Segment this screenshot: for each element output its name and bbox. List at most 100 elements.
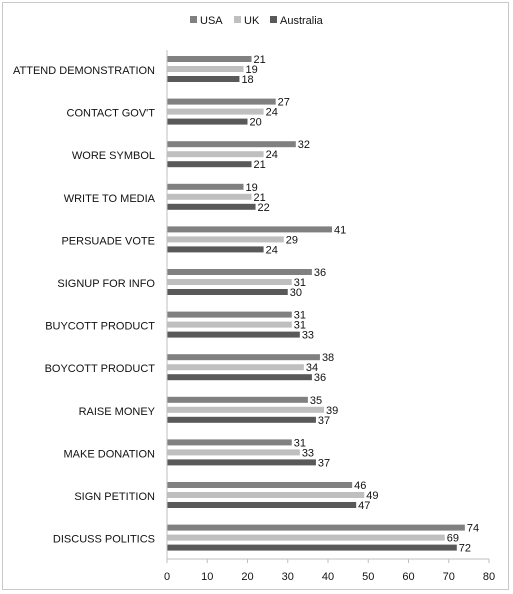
bar-usa-persuade-vote bbox=[167, 226, 333, 233]
value-label-usa-discuss-politics: 74 bbox=[467, 523, 479, 535]
value-label-australia-signup-for-info: 30 bbox=[290, 287, 302, 299]
bar-australia-boycott-product bbox=[167, 374, 312, 381]
value-label-australia-contact-gov-t: 20 bbox=[250, 117, 262, 129]
bar-australia-discuss-politics bbox=[167, 544, 457, 551]
category-label-sign-petition: SIGN PETITION bbox=[74, 491, 155, 503]
category-label-discuss-politics: DISCUSS POLITICS bbox=[53, 534, 155, 546]
value-label-uk-sign-petition: 49 bbox=[366, 490, 378, 502]
category-label-attend-demonstration: ATTEND DEMONSTRATION bbox=[13, 65, 155, 77]
value-label-uk-wore-symbol: 24 bbox=[266, 149, 278, 161]
category-label-persuade-vote: PERSUADE VOTE bbox=[61, 235, 155, 247]
x-tick-label-40: 40 bbox=[322, 571, 334, 583]
category-label-write-to-media: WRITE TO MEDIA bbox=[64, 193, 156, 205]
category-labels: ATTEND DEMONSTRATION CONTACT GOV'T WORE SY… bbox=[13, 65, 156, 546]
bar-usa-sign-petition bbox=[167, 482, 353, 488]
bar-usa-discuss-politics bbox=[167, 524, 465, 531]
bar-australia-make-donation bbox=[167, 459, 316, 466]
value-label-australia-write-to-media: 22 bbox=[258, 202, 270, 214]
bar-uk-sign-petition bbox=[167, 492, 365, 498]
x-tick-label-20: 20 bbox=[241, 571, 253, 583]
category-label-wore-symbol: WORE SYMBOL bbox=[72, 150, 155, 162]
value-label-usa-write-to-media: 19 bbox=[245, 182, 257, 194]
bar-australia-write-to-media bbox=[167, 203, 256, 210]
value-label-usa-attend-demonstration: 21 bbox=[254, 54, 266, 66]
value-label-australia-attend-demonstration: 18 bbox=[241, 74, 253, 86]
category-label-boycott-product: BOYCOTT PRODUCT bbox=[45, 363, 156, 375]
value-label-australia-discuss-politics: 72 bbox=[459, 543, 471, 555]
value-label-usa-persuade-vote: 41 bbox=[334, 224, 346, 236]
bar-australia-buycott-product bbox=[167, 331, 300, 338]
x-tick-label-10: 10 bbox=[201, 571, 213, 583]
value-label-australia-make-donation: 37 bbox=[318, 457, 330, 469]
bar-uk-contact-gov-t bbox=[167, 108, 264, 115]
x-tick-label-30: 30 bbox=[282, 571, 294, 583]
value-label-uk-buycott-product: 31 bbox=[294, 320, 306, 332]
bar-usa-write-to-media bbox=[167, 183, 244, 190]
bars-group: 2119182724203224211921224129243631303131… bbox=[167, 54, 479, 555]
value-label-usa-signup-for-info: 36 bbox=[314, 267, 326, 279]
category-label-contact-gov-t: CONTACT GOV'T bbox=[67, 108, 156, 120]
value-label-usa-make-donation: 31 bbox=[294, 437, 306, 449]
value-label-usa-raise-money: 35 bbox=[310, 395, 322, 407]
legend-label-australia: Australia bbox=[280, 15, 324, 27]
bar-uk-make-donation bbox=[167, 449, 300, 456]
value-label-uk-raise-money: 39 bbox=[326, 405, 338, 417]
legend-label-usa: USA bbox=[200, 15, 223, 27]
x-tick-label-70: 70 bbox=[443, 571, 455, 583]
value-label-uk-discuss-politics: 69 bbox=[447, 533, 459, 545]
legend: USA UK Australia bbox=[190, 15, 324, 27]
category-label-buycott-product: BUYCOTT PRODUCT bbox=[45, 321, 155, 333]
value-label-uk-contact-gov-t: 24 bbox=[266, 107, 278, 119]
legend-swatch-australia bbox=[270, 16, 277, 23]
value-label-australia-raise-money: 37 bbox=[318, 415, 330, 427]
bar-australia-sign-petition bbox=[167, 502, 357, 508]
value-label-uk-write-to-media: 21 bbox=[254, 192, 266, 204]
bar-uk-buycott-product bbox=[167, 321, 292, 328]
bar-uk-persuade-vote bbox=[167, 236, 284, 243]
bar-usa-buycott-product bbox=[167, 311, 292, 318]
value-label-uk-persuade-vote: 29 bbox=[286, 234, 298, 246]
bar-australia-signup-for-info bbox=[167, 289, 288, 295]
bar-uk-write-to-media bbox=[167, 193, 252, 200]
x-axis: 0 10 20 30 40 50 60 70 80 bbox=[164, 50, 495, 583]
category-label-signup-for-info: SIGNUP FOR INFO bbox=[57, 278, 155, 290]
bar-uk-wore-symbol bbox=[167, 151, 264, 158]
value-label-uk-make-donation: 33 bbox=[302, 447, 314, 459]
x-tick-label-60: 60 bbox=[402, 571, 414, 583]
value-label-usa-contact-gov-t: 27 bbox=[278, 97, 290, 109]
legend-swatch-uk bbox=[234, 16, 241, 23]
bar-australia-persuade-vote bbox=[167, 246, 264, 253]
bar-usa-wore-symbol bbox=[167, 141, 296, 148]
bar-uk-signup-for-info bbox=[167, 279, 292, 285]
category-label-make-donation: MAKE DONATION bbox=[64, 448, 156, 460]
value-label-uk-signup-for-info: 31 bbox=[294, 277, 306, 289]
value-label-uk-boycott-product: 34 bbox=[306, 362, 318, 374]
bar-australia-attend-demonstration bbox=[167, 76, 240, 82]
legend-label-uk: UK bbox=[244, 15, 260, 27]
bar-uk-discuss-politics bbox=[167, 534, 445, 541]
bar-usa-make-donation bbox=[167, 439, 292, 446]
x-tick-label-50: 50 bbox=[362, 571, 374, 583]
value-label-usa-sign-petition: 46 bbox=[354, 480, 366, 492]
value-label-usa-wore-symbol: 32 bbox=[298, 139, 310, 151]
bar-uk-raise-money bbox=[167, 406, 324, 413]
value-label-usa-boycott-product: 38 bbox=[322, 352, 334, 364]
value-label-australia-wore-symbol: 21 bbox=[254, 159, 266, 171]
category-label-raise-money: RAISE MONEY bbox=[79, 406, 156, 418]
bar-usa-contact-gov-t bbox=[167, 98, 276, 105]
value-label-australia-sign-petition: 47 bbox=[358, 500, 370, 512]
value-label-australia-persuade-vote: 24 bbox=[266, 244, 278, 256]
value-label-australia-boycott-product: 36 bbox=[314, 372, 326, 384]
bar-usa-raise-money bbox=[167, 396, 308, 403]
bar-usa-boycott-product bbox=[167, 354, 320, 361]
value-label-usa-buycott-product: 31 bbox=[294, 310, 306, 322]
bar-usa-signup-for-info bbox=[167, 269, 312, 275]
bar-australia-contact-gov-t bbox=[167, 118, 248, 125]
bar-uk-boycott-product bbox=[167, 364, 304, 371]
x-tick-label-80: 80 bbox=[483, 571, 495, 583]
legend-swatch-usa bbox=[190, 16, 197, 23]
value-label-uk-attend-demonstration: 19 bbox=[245, 64, 257, 76]
bar-australia-wore-symbol bbox=[167, 161, 252, 168]
x-tick-label-0: 0 bbox=[164, 571, 170, 583]
